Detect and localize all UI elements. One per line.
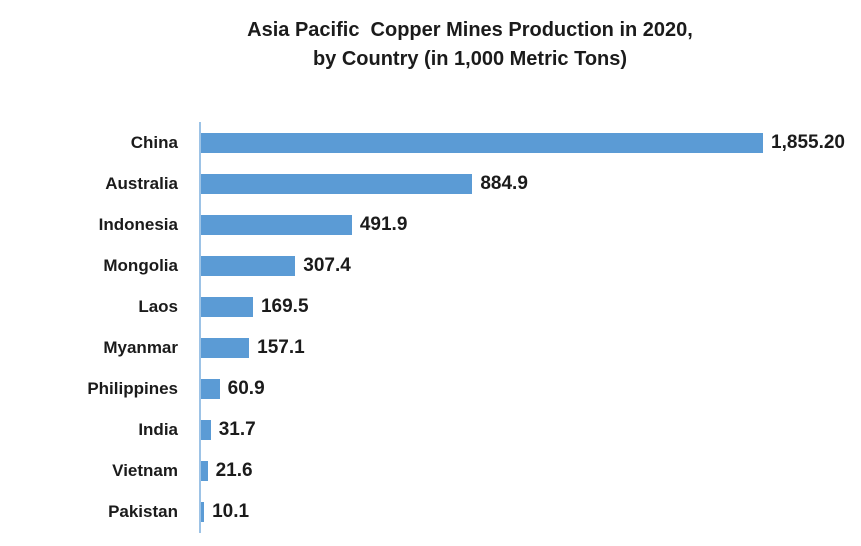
- bar-row: 169.5: [201, 286, 845, 327]
- category-label: Philippines: [87, 379, 178, 399]
- value-label: 1,855.20: [771, 131, 845, 153]
- category-label: China: [130, 132, 178, 152]
- bar-row: 157.1: [201, 327, 845, 368]
- category-label: Mongolia: [103, 255, 178, 275]
- chart-title-line-1: Asia Pacific Copper Mines Production in …: [247, 19, 693, 41]
- value-label: 60.9: [227, 378, 265, 400]
- chart-title-line-2: by Country (in 1,000 Metric Tons): [312, 48, 628, 70]
- bar: [201, 255, 296, 276]
- value-label: 31.7: [218, 419, 256, 441]
- bar-row: 307.4: [201, 245, 845, 286]
- bar: [201, 420, 211, 441]
- value-label: 307.4: [303, 254, 351, 276]
- bar: [201, 173, 473, 194]
- bar-row: 884.9: [201, 163, 845, 204]
- bar: [201, 461, 208, 482]
- bar: [201, 502, 205, 523]
- bar: [201, 379, 220, 400]
- bar-row: 10.1: [201, 492, 845, 533]
- plot-area: 1,855.20 884.9 491.9 307.4 169.5 157.1 60.9 31.…: [201, 122, 845, 533]
- value-label: 10.1: [212, 501, 250, 523]
- value-label: 157.1: [257, 337, 305, 359]
- category-label: Laos: [138, 296, 178, 316]
- category-label: Myanmar: [103, 338, 178, 358]
- category-axis-labels: China Australia Indonesia Mongolia Laos Myanm…: [0, 122, 178, 533]
- chart-title: Asia Pacific Copper Mines Production in …: [80, 16, 860, 74]
- value-label: 491.9: [359, 213, 408, 235]
- bar: [201, 296, 253, 317]
- bar: [201, 214, 352, 235]
- vertical-axis-line: [199, 122, 201, 533]
- bar: [201, 338, 250, 359]
- bar-row: 31.7: [201, 410, 845, 451]
- bar-row: 1,855.20: [201, 122, 845, 163]
- bar-row: 21.6: [201, 451, 845, 492]
- bar-row: 491.9: [201, 204, 845, 245]
- category-label: Vietnam: [112, 461, 178, 481]
- category-label: Australia: [105, 173, 178, 193]
- bar-row: 60.9: [201, 369, 845, 410]
- bar: [201, 132, 764, 153]
- value-label: 169.5: [260, 295, 309, 317]
- category-label: Pakistan: [108, 502, 178, 522]
- value-label: 21.6: [215, 460, 253, 482]
- category-label: India: [138, 420, 178, 440]
- value-label: 884.9: [480, 172, 528, 194]
- category-label: Indonesia: [98, 214, 178, 234]
